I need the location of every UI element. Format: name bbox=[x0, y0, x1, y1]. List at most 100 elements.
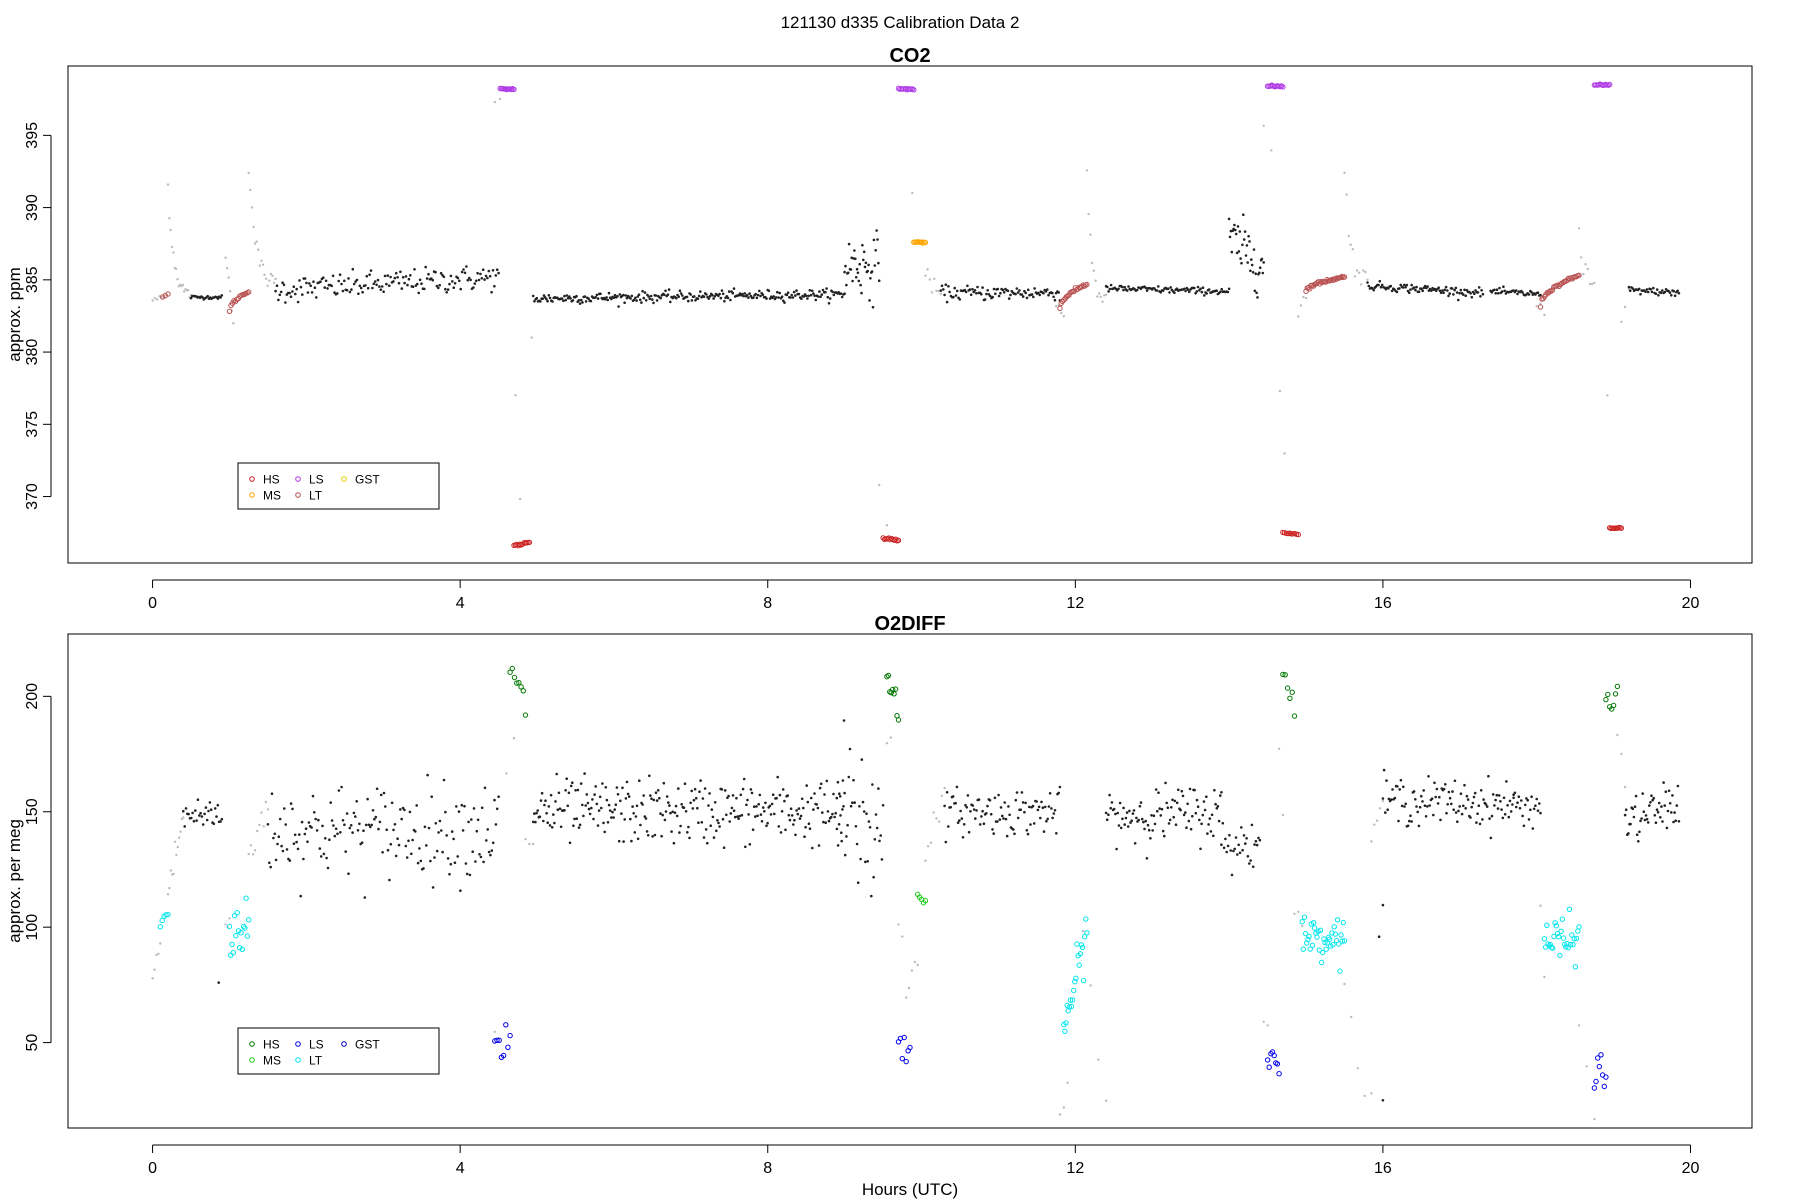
sample-point bbox=[635, 804, 639, 808]
sample-point bbox=[438, 283, 442, 287]
sample-point bbox=[1641, 792, 1644, 795]
flush-point bbox=[937, 290, 940, 293]
sample-point bbox=[365, 274, 369, 278]
sample-point bbox=[613, 293, 617, 297]
sample-point bbox=[497, 795, 500, 798]
sample-point bbox=[811, 846, 814, 850]
sample-point bbox=[1233, 847, 1236, 851]
sample-point bbox=[1675, 804, 1679, 807]
sample-point bbox=[393, 823, 397, 826]
flush-point bbox=[177, 836, 181, 839]
sample-point bbox=[843, 292, 846, 296]
sample-point bbox=[748, 292, 751, 295]
sample-point bbox=[1399, 778, 1403, 782]
sample-point bbox=[602, 821, 605, 825]
sample-point bbox=[807, 822, 811, 825]
flush-point bbox=[1090, 261, 1094, 265]
sample-point bbox=[299, 285, 303, 289]
sample-point bbox=[1427, 775, 1430, 778]
sample-point bbox=[337, 279, 341, 283]
flush-point bbox=[1623, 785, 1627, 789]
sample-point bbox=[699, 779, 702, 782]
sample-point bbox=[964, 290, 968, 294]
sample-point bbox=[1131, 812, 1135, 815]
sample-point bbox=[488, 274, 492, 278]
sample-point bbox=[366, 797, 369, 801]
sample-point bbox=[854, 276, 858, 279]
sample-point bbox=[732, 287, 736, 290]
sample-point bbox=[392, 280, 395, 283]
sample-point bbox=[682, 806, 686, 809]
flush-point bbox=[1351, 248, 1355, 251]
sample-point bbox=[1252, 248, 1256, 251]
lt2-point bbox=[1339, 938, 1345, 944]
lt2-point bbox=[1072, 979, 1078, 985]
flush-point bbox=[1378, 807, 1382, 810]
sample-point bbox=[1499, 800, 1502, 803]
sample-point bbox=[739, 793, 743, 797]
flush-point bbox=[264, 800, 267, 804]
sample-point bbox=[1189, 827, 1193, 831]
sample-point bbox=[642, 296, 646, 300]
flush-point bbox=[176, 845, 179, 849]
sample-point bbox=[677, 295, 680, 299]
sample-point bbox=[540, 791, 544, 795]
sample-point bbox=[1118, 801, 1122, 805]
hs2-point bbox=[1612, 691, 1619, 697]
sample-point bbox=[1518, 806, 1522, 810]
sample-point bbox=[1193, 788, 1196, 792]
sample-point bbox=[1412, 286, 1416, 289]
lt2-point bbox=[230, 950, 237, 956]
sample-point bbox=[789, 296, 792, 299]
sample-point bbox=[459, 287, 463, 291]
sample-point bbox=[1246, 855, 1250, 858]
sample-point bbox=[663, 293, 666, 297]
sample-point bbox=[437, 286, 440, 290]
sample-point bbox=[809, 796, 813, 800]
sample-point bbox=[310, 291, 314, 294]
sample-point bbox=[793, 818, 796, 822]
sample-point bbox=[1153, 822, 1157, 826]
sample-point bbox=[1105, 818, 1109, 821]
sample-point bbox=[718, 825, 721, 828]
sample-point bbox=[1032, 295, 1035, 299]
sample-point bbox=[584, 804, 587, 807]
sample-point bbox=[1457, 809, 1460, 813]
lt2-point bbox=[1340, 919, 1347, 926]
flush-point bbox=[160, 296, 163, 299]
sample-point bbox=[774, 296, 778, 299]
sample-point bbox=[612, 816, 615, 819]
sample-point bbox=[1640, 817, 1643, 820]
sample-point bbox=[1539, 293, 1542, 297]
sample-point bbox=[853, 801, 856, 804]
sample-point bbox=[1144, 819, 1147, 823]
sample-point bbox=[1163, 834, 1166, 838]
flush-point bbox=[172, 872, 175, 876]
sample-point bbox=[1227, 287, 1231, 291]
sample-point bbox=[314, 817, 318, 821]
sample-point bbox=[1007, 805, 1010, 808]
flush-point bbox=[940, 794, 944, 797]
sample-point bbox=[383, 274, 387, 278]
sample-point bbox=[876, 238, 879, 241]
sample-point bbox=[340, 282, 343, 286]
sample-point bbox=[1146, 823, 1150, 827]
sample-point bbox=[444, 810, 447, 814]
sample-point bbox=[1639, 292, 1642, 296]
sample-point bbox=[453, 282, 457, 285]
ls2-point bbox=[901, 1034, 907, 1041]
sample-point bbox=[846, 271, 850, 275]
hs2-point bbox=[1614, 683, 1621, 690]
flush-point bbox=[907, 986, 911, 990]
sample-point bbox=[1110, 801, 1114, 804]
sample-point bbox=[1446, 289, 1449, 292]
sample-point bbox=[1444, 783, 1447, 786]
sample-point bbox=[1188, 787, 1192, 791]
flush-point bbox=[933, 277, 936, 280]
flush-point bbox=[252, 225, 255, 229]
sample-point bbox=[972, 808, 976, 811]
sample-point bbox=[721, 292, 725, 296]
sample-point bbox=[1226, 290, 1230, 294]
sample-point bbox=[996, 287, 1000, 291]
